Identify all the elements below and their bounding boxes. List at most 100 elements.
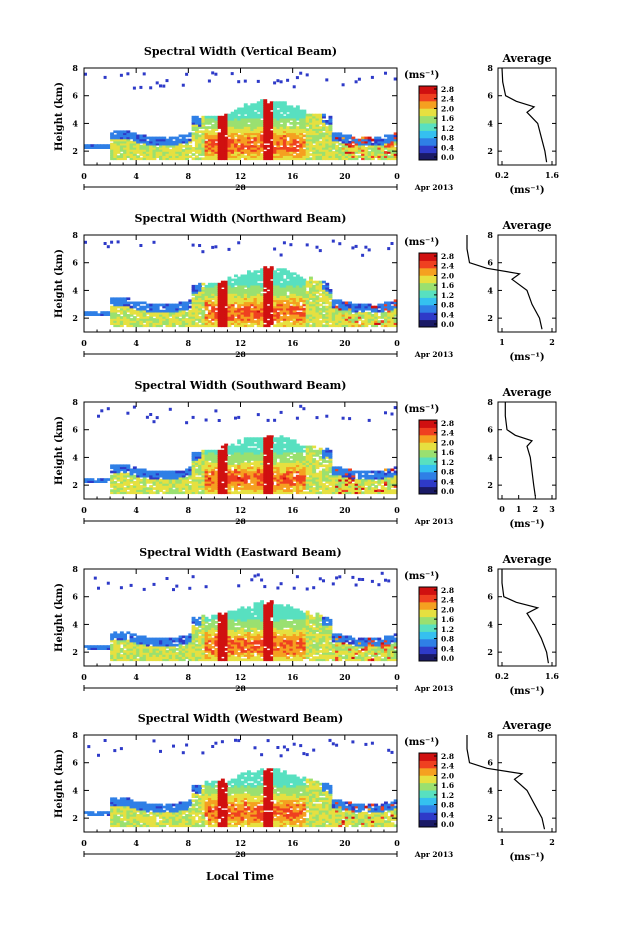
heatmap-cell [325, 487, 330, 490]
heatmap-cell [273, 487, 277, 490]
heatmap-cell [338, 322, 343, 325]
heatmap-cell [224, 451, 229, 455]
heatmap-cell [335, 478, 339, 482]
heatmap-cell [172, 470, 176, 474]
heatmap-cell [299, 491, 304, 495]
heatmap-cell [139, 309, 144, 313]
heatmap-cell [282, 144, 287, 148]
heatmap-cell [110, 322, 114, 325]
heatmap-cell [295, 470, 300, 474]
heatmap-cell [155, 153, 160, 156]
heatmap-cell [119, 654, 124, 657]
heatmap-cell [110, 136, 114, 140]
heatmap-cell [123, 643, 127, 647]
heatmap-cell [220, 140, 225, 144]
heatmap-cell [132, 654, 137, 657]
heatmap-cell [181, 136, 186, 140]
heatmap-cell [240, 472, 245, 476]
heatmap-cell [119, 157, 124, 161]
heatmap-cell [315, 120, 320, 123]
heatmap-cell [139, 641, 144, 645]
heatmap-cell [234, 318, 238, 321]
heatmap-cell [220, 445, 225, 449]
heatmap-cell [214, 470, 219, 474]
heatmap-cell [292, 454, 297, 457]
heatmap-cell [224, 445, 229, 449]
heatmap-cell [123, 132, 127, 136]
x-tick-label: 4 [133, 171, 139, 181]
heatmap-cell [106, 146, 111, 149]
heatmap-cell [374, 142, 379, 146]
heatmap-cell [357, 147, 362, 150]
heatmap-cell [282, 120, 287, 123]
heatmap-cell [185, 311, 189, 315]
heatmap-cell [289, 274, 294, 278]
heatmap-cell [387, 322, 392, 325]
heatmap-cell [211, 476, 216, 480]
heatmap-cell [201, 295, 206, 298]
heatmap-cell [318, 456, 323, 459]
heatmap-cell [377, 144, 382, 148]
heatmap-cell [393, 77, 397, 81]
heatmap-cell [364, 481, 369, 484]
heatmap-cell [276, 287, 281, 290]
heatmap-cell [302, 466, 307, 470]
heatmap-cell [253, 274, 258, 278]
heatmap-cell [172, 147, 176, 150]
heatmap-cell [165, 485, 170, 488]
heatmap-cell [139, 487, 144, 490]
heatmap-cell [260, 489, 264, 492]
day-label: 28 [235, 350, 245, 359]
heatmap-cell [149, 316, 154, 319]
heatmap-cell [129, 633, 134, 637]
heatmap-cell [338, 474, 343, 478]
heatmap-cell [263, 140, 268, 144]
heatmap-cell [302, 287, 307, 290]
heatmap-cell [318, 289, 323, 292]
heatmap-cell [305, 305, 310, 309]
heatmap-cell [224, 155, 229, 158]
heatmap-cell [123, 130, 127, 134]
heatmap-cell [299, 478, 304, 482]
heatmap-cell [211, 458, 216, 461]
heatmap-cell [390, 307, 395, 311]
heatmap-cell [338, 136, 343, 140]
heatmap-cell [331, 301, 336, 305]
heatmap-cell [194, 149, 199, 152]
heatmap-cell [260, 140, 264, 144]
heatmap-cell [269, 101, 274, 104]
heatmap-cell [292, 287, 297, 290]
heatmap-cell [309, 124, 313, 127]
heatmap-cell [198, 126, 202, 129]
heatmap-cell [237, 124, 242, 127]
heatmap-cell [181, 311, 186, 315]
heatmap-cell [220, 303, 225, 307]
heatmap-cell [250, 120, 255, 123]
heatmap-cell [309, 456, 313, 459]
heatmap-cell [168, 155, 173, 158]
heatmap-cell [295, 316, 300, 319]
heatmap-cell [201, 483, 206, 486]
heatmap-cell [207, 297, 212, 301]
heatmap-cell [374, 149, 379, 152]
heatmap-cell [207, 132, 212, 136]
heatmap-cell [322, 314, 326, 317]
heatmap-cell [292, 124, 297, 127]
heatmap-cell [247, 270, 251, 273]
day-label: 28 [235, 183, 245, 192]
heatmap-cell [250, 149, 255, 152]
heatmap-cell [273, 316, 277, 319]
heatmap-cell [113, 320, 118, 323]
heatmap-cell [318, 314, 323, 317]
heatmap-cell [191, 454, 196, 457]
heatmap-cell [370, 320, 375, 323]
heatmap-cell [126, 147, 131, 150]
heatmap-cell [116, 147, 121, 150]
heatmap-cell [253, 144, 258, 148]
colorbar-swatch [419, 304, 437, 313]
heatmap-cell [384, 481, 388, 484]
heatmap-cell [119, 483, 124, 486]
heatmap-cell [119, 136, 124, 140]
heatmap-cell [377, 489, 382, 492]
heatmap-cell [331, 151, 336, 154]
